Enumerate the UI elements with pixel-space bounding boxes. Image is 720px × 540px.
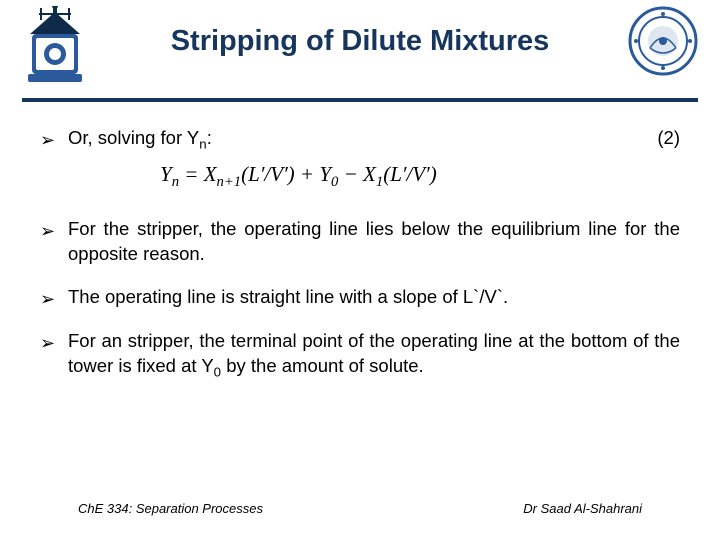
department-seal-icon [628,6,698,76]
footer-left: ChE 334: Separation Processes [78,501,263,516]
equation-number: (2) [617,126,680,151]
title-underline [22,98,698,102]
bullet-item: ➢ The operating line is straight line wi… [40,285,680,311]
equation: Yn = Xn+1(L′/V′) + Y0 − X1(L′/V′) [40,162,680,191]
bullet-marker-icon: ➢ [40,126,68,152]
bullet-marker-icon: ➢ [40,217,68,243]
bullet-text: The operating line is straight line with… [68,285,680,310]
bullet-item: ➢ For the stripper, the operating line l… [40,217,680,267]
header: Stripping of Dilute Mixtures [0,0,720,102]
bullet-text: For the stripper, the operating line lie… [68,217,680,267]
footer: ChE 334: Separation Processes Dr Saad Al… [0,501,720,516]
bullet-item: ➢ For an stripper, the terminal point of… [40,329,680,382]
slide: Stripping of Dilute Mixtures ➢ Or, solvi… [0,0,720,540]
body: ➢ Or, solving for Yn: (2) Yn = Xn+1(L′/V… [0,102,720,382]
bullet-item: ➢ Or, solving for Yn: (2) [40,126,680,154]
bullet-text: Or, solving for Yn: [68,126,212,154]
university-crest-icon [22,6,88,84]
page-title: Stripping of Dilute Mixtures [0,10,720,59]
bullet-text: For an stripper, the terminal point of t… [68,329,680,382]
bullet-marker-icon: ➢ [40,329,68,355]
footer-right: Dr Saad Al-Shahrani [523,501,642,516]
bullet-marker-icon: ➢ [40,285,68,311]
